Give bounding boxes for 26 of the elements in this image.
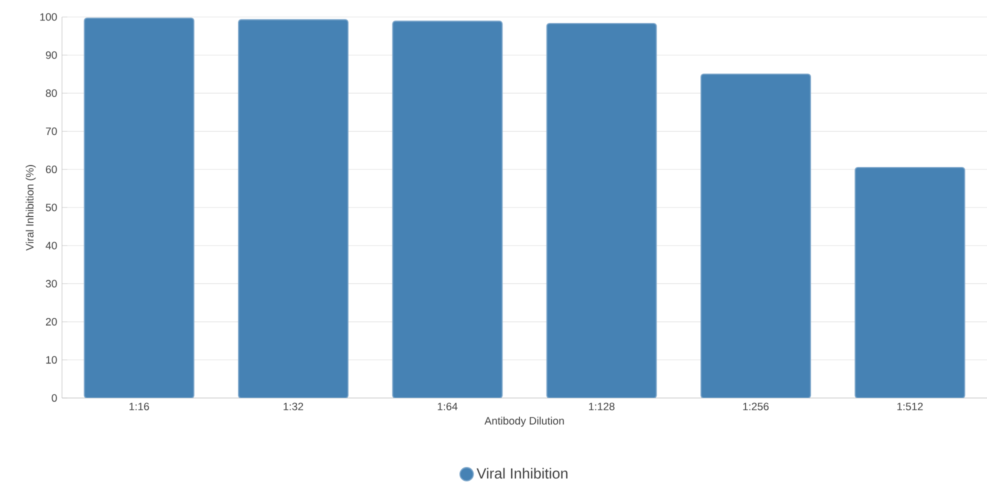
y-tick-label: 0 <box>52 394 57 402</box>
x-tick-label: 1:32 <box>284 402 304 410</box>
bar <box>546 22 657 398</box>
y-axis-title: Viral Inhibition (%) <box>26 165 36 251</box>
bar <box>238 19 349 398</box>
x-tick-label: 1:256 <box>743 402 769 410</box>
y-tick-label: 80 <box>46 89 57 97</box>
x-tick-label: 1:512 <box>897 402 923 410</box>
y-tick-label: 70 <box>46 128 57 136</box>
bar <box>854 166 966 398</box>
y-tick-label: 50 <box>46 204 57 212</box>
y-tick-label: 60 <box>46 166 57 174</box>
y-tick-label: 90 <box>46 51 57 59</box>
y-tick-label: 30 <box>46 280 57 288</box>
legend-label: Viral Inhibition <box>476 468 568 479</box>
y-tick-label: 10 <box>46 356 57 364</box>
y-tick-label: 40 <box>46 242 57 250</box>
x-tick-label: 1:64 <box>438 402 458 410</box>
x-axis-title: Antibody Dilution <box>484 416 564 427</box>
x-tick-label: 1:128 <box>589 402 614 410</box>
bar <box>84 18 194 398</box>
bar <box>392 20 503 398</box>
y-tick-label: 20 <box>46 318 57 326</box>
x-tick-label: 1:16 <box>130 402 149 410</box>
bar <box>700 74 812 398</box>
y-tick-label: 100 <box>40 13 57 21</box>
